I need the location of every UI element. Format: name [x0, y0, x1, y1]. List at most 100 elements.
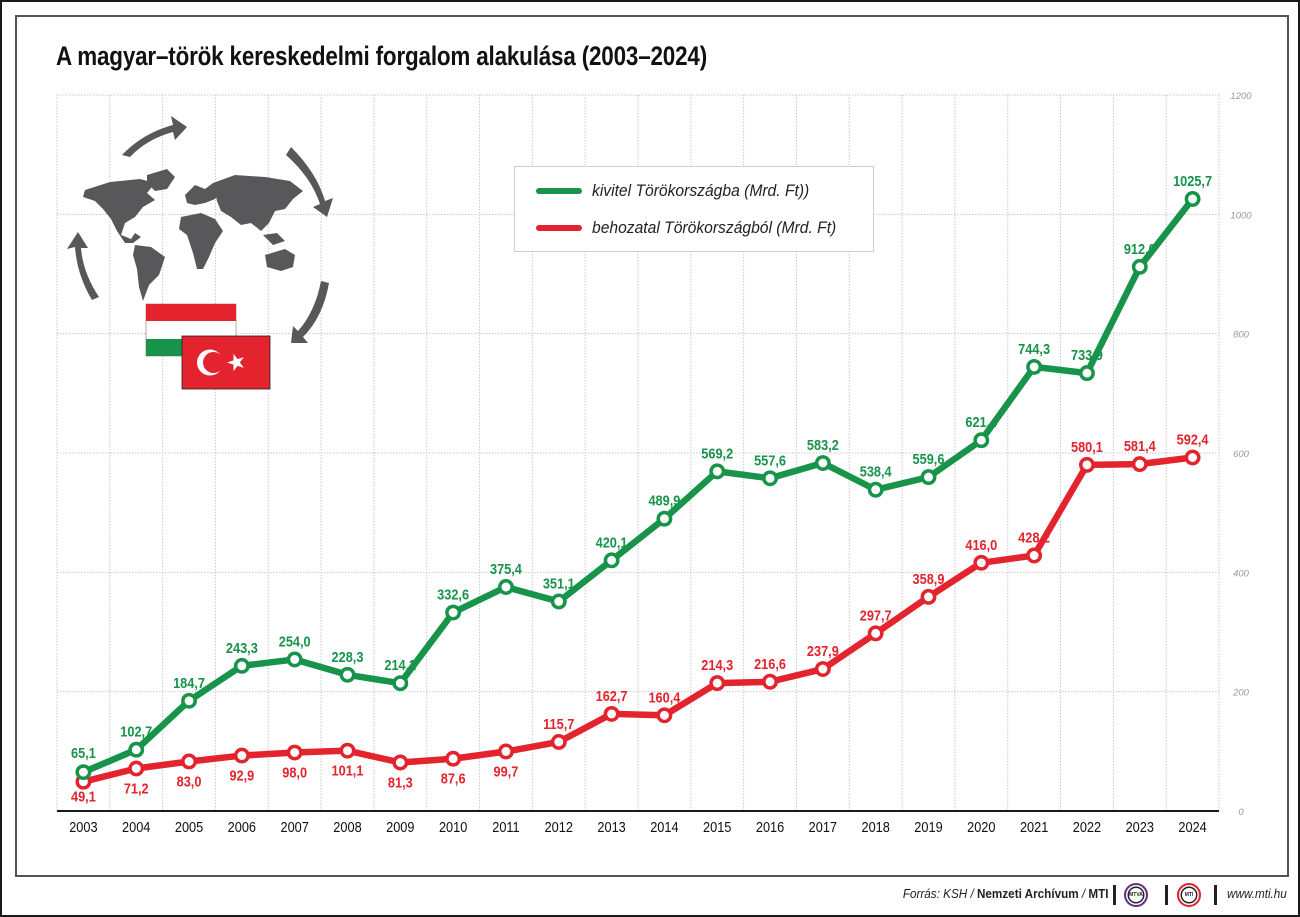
- world-map-icon: [83, 169, 303, 301]
- x-axis: 2003 2004 2005 2006 2007 2008 2009 2010 2011 2012…: [57, 810, 1219, 835]
- data-point-import: [814, 661, 831, 678]
- x-tick-label: 2016: [756, 819, 784, 835]
- data-labels: 65,1 102,7 184,7 243,3 254,0 228,3 214,2 332,6 3…: [71, 172, 1212, 805]
- x-tick-label: 2022: [1073, 819, 1101, 835]
- y-tick-label: 600: [1233, 449, 1250, 460]
- legend: kivitel Törökországba (Mrd. Ft)) behozat…: [514, 166, 874, 252]
- data-point-export: [656, 510, 673, 527]
- y-tick-label: 1000: [1230, 210, 1252, 221]
- data-label-import: 99,7: [494, 763, 519, 780]
- data-point-import: [1131, 456, 1148, 473]
- legend-label-export: kivitel Törökországba (Mrd. Ft)): [592, 181, 810, 200]
- data-point-export: [867, 481, 884, 498]
- data-point-import: [656, 707, 673, 724]
- data-point-import: [920, 588, 937, 605]
- data-point-import: [762, 673, 778, 690]
- data-point-import: [603, 705, 620, 722]
- legend-item-export: kivitel Törökországba (Mrd. Ft)): [536, 181, 828, 201]
- x-tick-label: 2006: [228, 819, 256, 835]
- legend-swatch-import: [536, 225, 582, 231]
- x-tick-label: 2015: [703, 819, 732, 835]
- x-tick-label: 2009: [386, 819, 414, 835]
- x-tick-label: 2013: [597, 819, 625, 835]
- data-point-import: [498, 743, 514, 760]
- footer-divider: [1165, 885, 1168, 905]
- x-tick-label: 2010: [439, 819, 468, 835]
- chart-panel: [15, 15, 1289, 877]
- x-tick-label: 2004: [122, 819, 151, 835]
- data-label-export: 1025,7: [1173, 172, 1212, 189]
- x-tick-label: 2023: [1126, 819, 1154, 835]
- data-label-export: 744,3: [1018, 340, 1050, 357]
- y-tick-label: 400: [1233, 568, 1250, 579]
- data-label-export: 214,2: [384, 656, 416, 673]
- data-label-export: 254,0: [279, 632, 311, 649]
- data-label-export: 733,9: [1071, 346, 1103, 363]
- data-point-import: [973, 554, 990, 571]
- data-point-import: [550, 734, 567, 750]
- data-label-import: 101,1: [332, 762, 364, 779]
- data-point-export: [181, 692, 197, 709]
- data-label-export: 489,9: [648, 492, 680, 509]
- data-label-export: 621,4: [965, 413, 997, 430]
- y-tick-label: 1200: [1230, 91, 1252, 102]
- data-label-export: 351,1: [543, 575, 575, 592]
- grid: [56, 94, 1220, 811]
- data-label-export: 912,0: [1124, 240, 1156, 257]
- data-label-import: 580,1: [1071, 438, 1103, 455]
- data-label-import: 115,7: [543, 715, 574, 732]
- footer: Forrás: KSH / Nemzeti Archívum / MTI MTV…: [0, 883, 1300, 907]
- data-label-import: 162,7: [596, 687, 628, 704]
- data-label-export: 228,3: [332, 648, 364, 665]
- series-line-export: [80, 195, 1196, 776]
- source-mti: MTI: [1088, 886, 1109, 901]
- data-label-import: 358,9: [913, 570, 945, 587]
- data-point-import: [286, 744, 303, 761]
- data-point-export: [128, 741, 145, 758]
- data-point-export: [233, 657, 250, 674]
- x-tick-label: 2019: [914, 819, 942, 835]
- data-label-import: 237,9: [807, 642, 839, 659]
- footer-divider: [1113, 885, 1116, 905]
- chart-title: A magyar–török kereskedelmi forgalom ala…: [56, 41, 707, 71]
- website-link[interactable]: www.mti.hu: [1227, 886, 1287, 901]
- circular-arrows-icon: [67, 116, 333, 343]
- data-label-import: 592,4: [1177, 431, 1209, 448]
- x-tick-label: 2008: [333, 819, 361, 835]
- source-prefix: Forrás: KSH /: [903, 886, 978, 901]
- series-line-import: [80, 454, 1196, 785]
- data-label-export: 375,4: [490, 560, 522, 577]
- data-point-export: [1026, 358, 1043, 375]
- data-point-export: [1079, 365, 1095, 382]
- y-tick-label: 200: [1232, 688, 1250, 699]
- x-tick-label: 2018: [861, 819, 889, 835]
- data-point-import: [1026, 547, 1043, 564]
- data-label-import: 92,9: [229, 767, 254, 784]
- legend-label-import: behozatal Törökországból (Mrd. Ft): [592, 218, 837, 237]
- data-point-export: [709, 463, 726, 480]
- data-point-import: [339, 742, 356, 759]
- mti-logo-icon: MTI: [1177, 883, 1201, 907]
- legend-item-import: behozatal Törökországból (Mrd. Ft): [536, 218, 858, 238]
- data-point-import: [392, 754, 409, 771]
- data-point-export: [75, 764, 92, 781]
- x-tick-label: 2021: [1020, 819, 1048, 835]
- data-label-export: 420,1: [596, 533, 628, 550]
- data-label-export: 102,7: [120, 723, 152, 740]
- x-tick-label: 2014: [650, 819, 679, 835]
- source-archive: Nemzeti Archívum: [977, 886, 1080, 901]
- turkey-flag-icon: [181, 335, 271, 390]
- data-point-import: [233, 747, 250, 764]
- data-label-export: 243,3: [226, 639, 258, 656]
- data-label-export: 184,7: [173, 674, 205, 691]
- data-point-import: [445, 750, 462, 767]
- series-layer: [75, 191, 1201, 790]
- data-label-import: 49,1: [71, 788, 96, 805]
- x-tick-label: 2020: [967, 819, 996, 835]
- data-label-import: 160,4: [648, 688, 680, 705]
- data-point-export: [339, 666, 356, 683]
- data-label-import: 83,0: [177, 772, 202, 789]
- x-tick-label: 2011: [492, 819, 519, 835]
- footer-divider: [1214, 885, 1217, 905]
